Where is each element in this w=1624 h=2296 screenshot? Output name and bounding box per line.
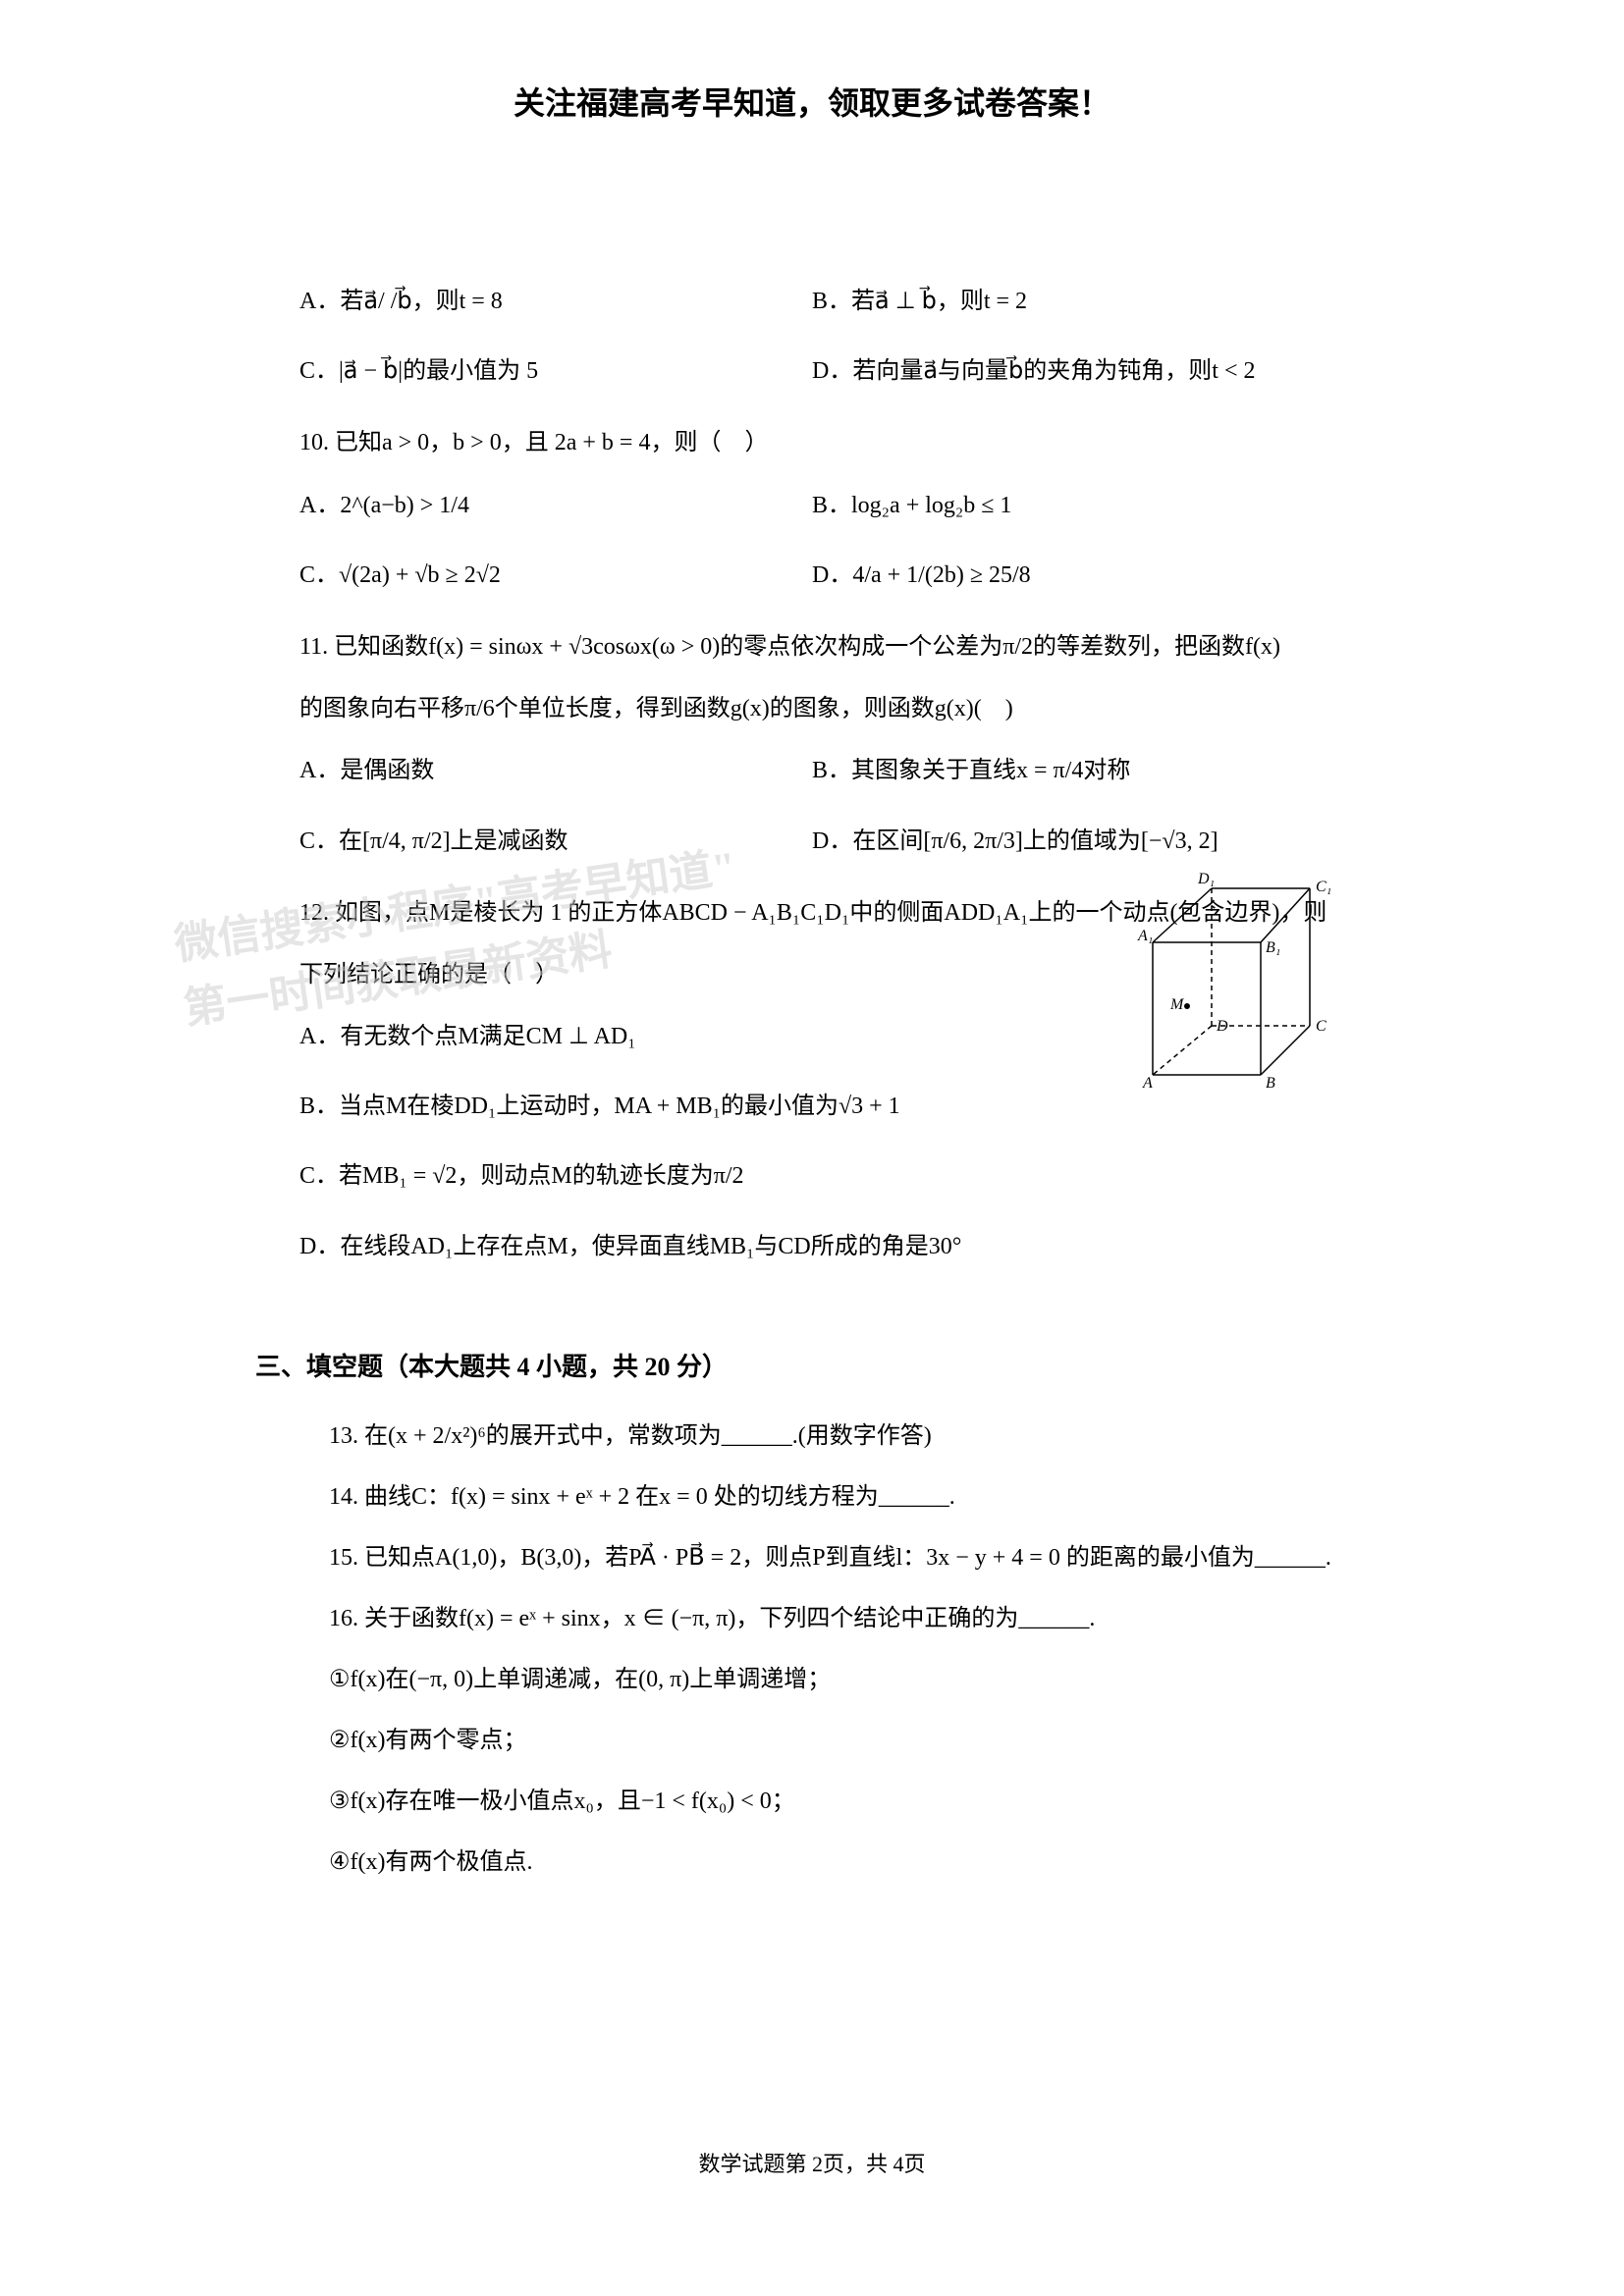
question-14: 14. 曲线C：f(x) = sinx + eˣ + 2 在x = 0 处的切线… [255, 1473, 1369, 1521]
q10-option-d: D．4/a + 1/(2b) ≥ 25/8 [812, 555, 1369, 597]
question-16: 16. 关于函数f(x) = eˣ + sinx，x ∈ (−π, π)，下列四… [255, 1595, 1369, 1642]
q9-option-a: A．若a⃗/ /b⃗，则t = 8 [255, 281, 812, 323]
q12-option-b: B．当点M在棱DD₁上运动时，MA + MB₁的最小值为√3 + 1 [255, 1086, 1035, 1128]
q10-option-c: C．√(2a) + √b ≥ 2√2 [255, 555, 812, 597]
q11-option-b: B．其图象关于直线x = π/4对称 [812, 750, 1369, 792]
q11-stem2: 的图象向右平移π/6个单位长度，得到函数g(x)的图象，则函数g(x)( ) [255, 688, 1369, 730]
cube-label-c: C [1316, 1018, 1326, 1035]
question-9-options: A．若a⃗/ /b⃗，则t = 8 B．若a⃗ ⊥ b⃗，则t = 2 C．|a… [255, 281, 1369, 393]
q11-option-a: A．是偶函数 [255, 750, 812, 792]
q12-option-c: C．若MB₁ = √2，则动点M的轨迹长度为π/2 [255, 1155, 1035, 1198]
q16-item3: ③f(x)存在唯一极小值点x₀，且−1 < f(x₀) < 0； [255, 1778, 1369, 1825]
cube-label-d: D [1216, 1018, 1228, 1035]
cube-label-c1: C₁ [1316, 879, 1331, 895]
q16-item1: ①f(x)在(−π, 0)上单调递减，在(0, π)上单调递增； [255, 1656, 1369, 1703]
question-11: 11. 已知函数f(x) = sinωx + √3cosωx(ω > 0)的零点… [255, 626, 1369, 863]
q10-option-a: A．2^(a−b) > 1/4 [255, 485, 812, 527]
q16-item2: ②f(x)有两个零点； [255, 1717, 1369, 1764]
cube-label-a: A [1142, 1075, 1153, 1090]
q9-option-c: C．|a⃗ − b⃗|的最小值为 5 [255, 350, 812, 393]
q10-option-b: B．log₂a + log₂b ≤ 1 [812, 485, 1369, 527]
q16-item4: ④f(x)有两个极值点. [255, 1839, 1369, 1886]
q11-option-c: C．在[π/4, π/2]上是减函数 [255, 821, 812, 863]
cube-diagram: A B C D A₁ B₁ C₁ D₁ M [1133, 854, 1408, 1090]
section-3-title: 三、填空题（本大题共 4 小题，共 20 分） [255, 1347, 1369, 1383]
q10-stem: 10. 已知a > 0，b > 0，且 2a + b = 4，则（ ） [255, 422, 1369, 464]
question-10: 10. 已知a > 0，b > 0，且 2a + b = 4，则（ ） A．2^… [255, 422, 1369, 597]
cube-label-b: B [1266, 1075, 1275, 1090]
q12-option-d: D．在线段AD₁上存在点M，使异面直线MB₁与CD所成的角是30° [255, 1226, 1035, 1268]
q12-option-a: A．有无数个点M满足CM ⊥ AD₁ [255, 1016, 1035, 1058]
cube-label-m: M [1169, 996, 1185, 1013]
q11-stem: 11. 已知函数f(x) = sinωx + √3cosωx(ω > 0)的零点… [255, 626, 1369, 668]
question-13: 13. 在(x + 2/x²)⁶的展开式中，常数项为______.(用数字作答) [255, 1413, 1369, 1460]
cube-label-a1: A₁ [1137, 928, 1153, 944]
q9-option-d: D．若向量a⃗与向量b⃗的夹角为钝角，则t < 2 [812, 350, 1369, 393]
q9-option-b: B．若a⃗ ⊥ b⃗，则t = 2 [812, 281, 1369, 323]
page-footer: 数学试题第 2页，共 4页 [0, 2147, 1624, 2178]
cube-label-b1: B₁ [1266, 939, 1280, 956]
cube-label-d1: D₁ [1197, 871, 1215, 887]
page-header-banner: 关注福建高考早知道，领取更多试卷答案！ [255, 79, 1369, 124]
question-15: 15. 已知点A(1,0)，B(3,0)，若PA⃗ · PB⃗ = 2，则点P到… [255, 1534, 1369, 1581]
